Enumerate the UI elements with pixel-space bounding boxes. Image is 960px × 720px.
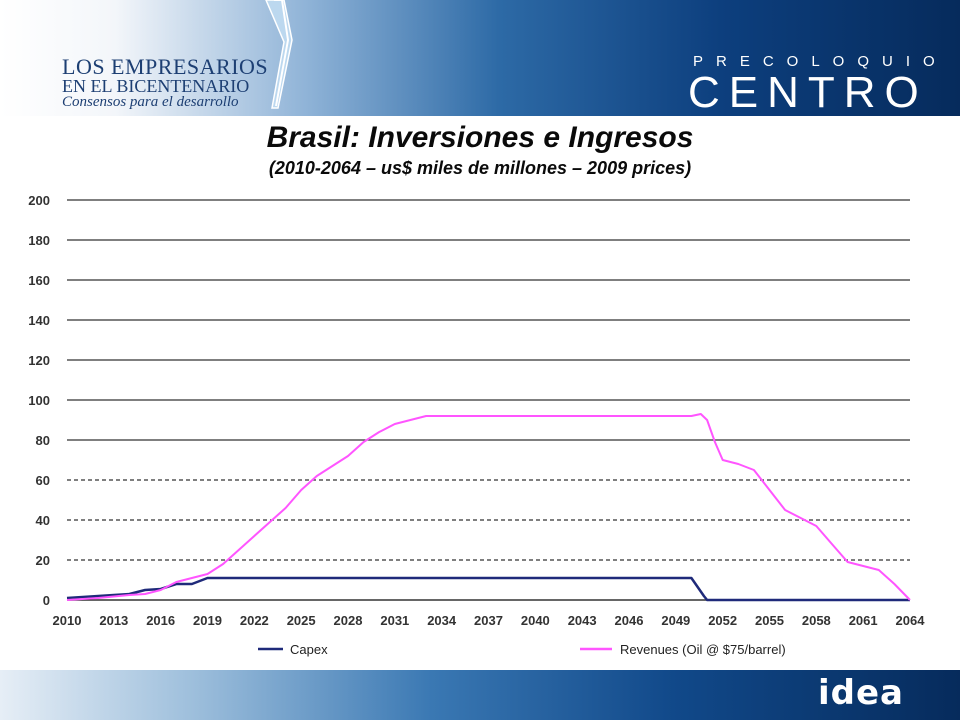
y-tick-label: 80 xyxy=(36,433,50,448)
x-tick-label: 2043 xyxy=(568,613,597,628)
series-line-revenues xyxy=(66,413,911,601)
x-tick-label: 2040 xyxy=(521,613,550,628)
ribbon-logo-icon xyxy=(265,0,293,109)
legend-label: Revenues (Oil @ $75/barrel) xyxy=(620,642,786,657)
chart-title: Brasil: Inversiones e Ingresos xyxy=(266,121,694,154)
x-tick-label: 2022 xyxy=(240,613,269,628)
x-tick-label: 2037 xyxy=(474,613,503,628)
brand-tagline: Consensos para el desarrollo xyxy=(62,94,239,110)
y-tick-label: 0 xyxy=(43,593,50,608)
event-name-small: PRECOLOQUIO xyxy=(693,53,948,70)
x-tick-label: 2031 xyxy=(380,613,409,628)
x-tick-label: 2016 xyxy=(146,613,175,628)
y-tick-label: 60 xyxy=(36,473,50,488)
footer-banner xyxy=(0,670,960,720)
legend: Capex Revenues (Oil @ $75/barrel) xyxy=(258,642,786,657)
y-tick-label: 140 xyxy=(28,313,50,328)
chart-subtitle: (2010-2064 – us$ miles de millones – 200… xyxy=(268,158,692,178)
series-lines xyxy=(66,413,911,602)
header-banner: LOS EMPRESARIOS EN EL BICENTENARIO Conse… xyxy=(0,0,960,117)
y-tick-label: 200 xyxy=(28,193,50,208)
brand-title: LOS EMPRESARIOS xyxy=(62,54,269,79)
y-tick-label: 20 xyxy=(36,553,50,568)
y-axis-ticks: 0 20 40 60 80 100 120 140 160 180 200 xyxy=(28,193,50,608)
y-tick-label: 100 xyxy=(28,393,50,408)
x-tick-label: 2013 xyxy=(99,613,128,628)
x-tick-label: 2019 xyxy=(193,613,222,628)
series-line-capex xyxy=(66,576,910,602)
x-axis-ticks: 2010 2013 2016 2019 2022 2025 2028 2031 2034 2037… xyxy=(53,613,926,628)
x-tick-label: 2061 xyxy=(849,613,878,628)
x-tick-label: 2028 xyxy=(334,613,363,628)
x-tick-label: 2052 xyxy=(708,613,737,628)
gridlines xyxy=(67,199,910,601)
x-tick-label: 2046 xyxy=(615,613,644,628)
x-tick-label: 2010 xyxy=(53,613,82,628)
x-tick-label: 2058 xyxy=(802,613,831,628)
x-tick-label: 2055 xyxy=(755,613,784,628)
idea-logo: idea xyxy=(818,673,904,713)
x-tick-label: 2064 xyxy=(896,613,926,628)
x-tick-label: 2025 xyxy=(287,613,316,628)
x-tick-label: 2049 xyxy=(661,613,690,628)
y-tick-label: 40 xyxy=(36,513,50,528)
event-name-large: CENTRO xyxy=(688,68,928,117)
y-tick-label: 120 xyxy=(28,353,50,368)
y-tick-label: 180 xyxy=(28,233,50,248)
y-tick-label: 160 xyxy=(28,273,50,288)
x-tick-label: 2034 xyxy=(427,613,457,628)
legend-label: Capex xyxy=(290,642,328,657)
brand-subtitle: EN EL BICENTENARIO xyxy=(62,76,250,96)
